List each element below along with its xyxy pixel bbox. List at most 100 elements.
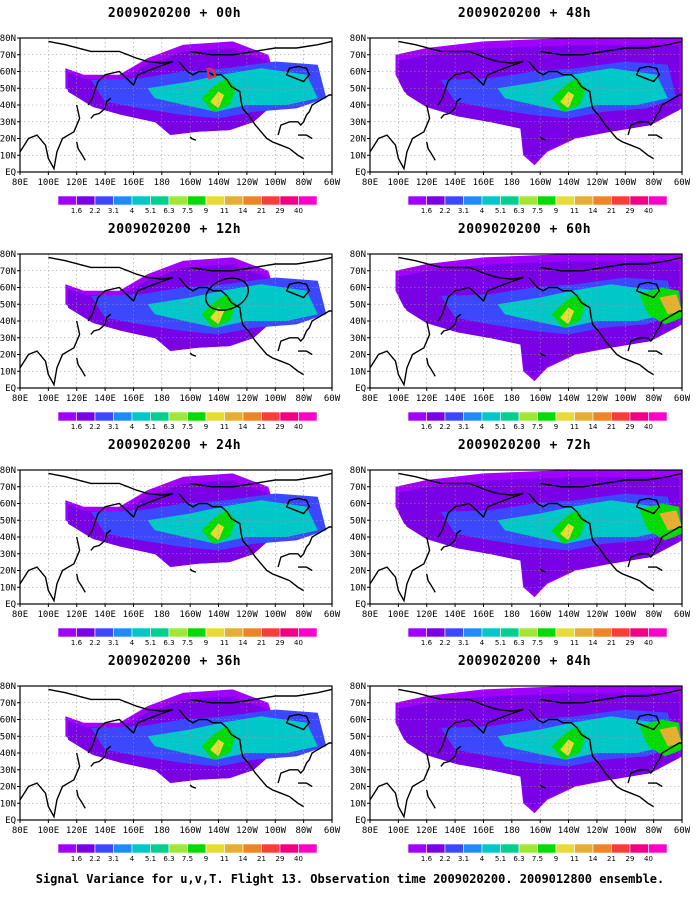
map-panel-60h: 2009020200 + 60h 80E 100E 120E 140E 160E 180 16…: [350, 216, 697, 434]
colorbar-label: 4: [130, 423, 135, 431]
colorbar-swatch: [537, 627, 557, 638]
colorbar-label: 3.1: [108, 207, 119, 215]
colorbar-swatch: [279, 843, 299, 854]
y-tick-label: 40N: [350, 749, 366, 759]
colorbar-swatch: [648, 627, 668, 638]
colorbar-label: 1.6: [71, 855, 83, 863]
y-tick-label: 80N: [350, 34, 366, 44]
colorbar-swatch: [76, 195, 96, 206]
colorbar-swatch: [205, 411, 225, 422]
x-tick-label: 120W: [586, 178, 608, 188]
x-tick-label: 80E: [12, 394, 28, 404]
colorbar-label: 21: [607, 423, 616, 431]
colorbar-swatch: [187, 843, 207, 854]
coastline-4: [528, 61, 654, 160]
coastline-3: [426, 357, 436, 377]
coastline-0: [370, 752, 431, 819]
x-tick-label: 180: [504, 178, 520, 188]
x-tick-label: 160W: [529, 178, 551, 188]
colorbar-swatch: [187, 627, 207, 638]
y-tick-label: 60N: [350, 500, 366, 510]
colorbar-swatch: [298, 195, 318, 206]
colorbar-label: 40: [644, 423, 653, 431]
colorbar-swatch: [426, 843, 446, 854]
colorbar-label: 11: [220, 639, 229, 647]
x-tick-label: 120W: [236, 826, 258, 836]
coastline-hudson: [285, 497, 311, 515]
x-tick-label: 120W: [236, 610, 258, 620]
x-tick-label: 80E: [362, 610, 378, 620]
x-tick-label: 80W: [296, 178, 313, 188]
x-tick-label: 140E: [444, 610, 466, 620]
colorbar-swatch: [279, 411, 299, 422]
x-tick-label: 120E: [416, 826, 438, 836]
coastlines: [20, 256, 332, 387]
colorbar-label: 7.5: [532, 639, 543, 647]
variance-field: [395, 38, 682, 166]
colorbar-label: 9: [204, 639, 208, 647]
coastline-7: [648, 134, 663, 140]
x-tick-label: 140E: [94, 394, 116, 404]
y-tick-label: 50N: [0, 516, 16, 526]
colorbar: 1.6 2.2 3.1 4 5.1 6.3 7.5 9 11 14 21 29 40: [407, 843, 668, 863]
x-tick-label: 160E: [473, 610, 495, 620]
x-tick-label: 140W: [558, 394, 580, 404]
colorbar-label: 1.6: [71, 207, 83, 215]
y-tick-label: 30N: [0, 766, 16, 776]
coastline-hudson: [635, 65, 661, 83]
colorbar-swatch: [205, 843, 225, 854]
coastline-7: [648, 566, 663, 572]
colorbar-swatch: [481, 411, 501, 422]
colorbar-swatch: [426, 627, 446, 638]
colorbar-swatch: [279, 627, 299, 638]
y-tick-label: 70N: [0, 483, 16, 493]
x-tick-label: 80W: [646, 394, 663, 404]
lat-lon-grid: [370, 470, 682, 604]
colorbar-swatch: [407, 843, 427, 854]
colorbar-swatch: [113, 843, 133, 854]
colorbar-label: 40: [644, 639, 653, 647]
colorbar-swatch: [76, 627, 96, 638]
colorbar-swatch: [518, 627, 538, 638]
coastline-4: [178, 61, 304, 160]
coastlines: [370, 688, 682, 819]
y-tick-label: 30N: [0, 550, 16, 560]
y-tick-label: 30N: [350, 550, 366, 560]
x-tick-label: 100E: [38, 178, 60, 188]
colorbar-label: 14: [239, 855, 248, 863]
colorbar-swatch: [611, 195, 631, 206]
colorbar-swatch: [113, 411, 133, 422]
colorbar-label: 29: [276, 639, 285, 647]
variance-field: [65, 689, 327, 784]
colorbar-label: 5.1: [495, 207, 506, 215]
colorbar-swatch: [131, 627, 151, 638]
y-tick-label: EQ: [355, 816, 366, 826]
y-tick-label: 20N: [0, 783, 16, 793]
colorbar-label: 4: [480, 423, 485, 431]
y-tick-label: 70N: [350, 483, 366, 493]
x-tick-label: 80E: [362, 178, 378, 188]
y-tick-label: 40N: [0, 533, 16, 543]
x-tick-label: 60W: [674, 826, 691, 836]
colorbar-label: 3.1: [108, 855, 119, 863]
colorbar-label: 9: [204, 423, 208, 431]
y-tick-label: 20N: [0, 351, 16, 361]
colorbar-label: 40: [294, 639, 303, 647]
x-tick-label: 160E: [473, 178, 495, 188]
y-tick-label: EQ: [5, 384, 16, 394]
x-tick-label: 100E: [38, 394, 60, 404]
colorbar-swatch: [592, 627, 612, 638]
y-tick-label: 30N: [0, 334, 16, 344]
x-tick-label: 80W: [646, 826, 663, 836]
x-tick-label: 160E: [123, 178, 145, 188]
colorbar-swatch: [444, 627, 464, 638]
colorbar-label: 3.1: [108, 639, 119, 647]
x-tick-label: 120E: [416, 394, 438, 404]
x-tick-label: 60W: [324, 394, 341, 404]
colorbar-swatch: [113, 195, 133, 206]
y-tick-label: 70N: [0, 267, 16, 277]
x-tick-label: 80W: [646, 610, 663, 620]
coastline-3: [426, 141, 436, 161]
colorbar-swatch: [131, 843, 151, 854]
y-tick-label: EQ: [5, 600, 16, 610]
